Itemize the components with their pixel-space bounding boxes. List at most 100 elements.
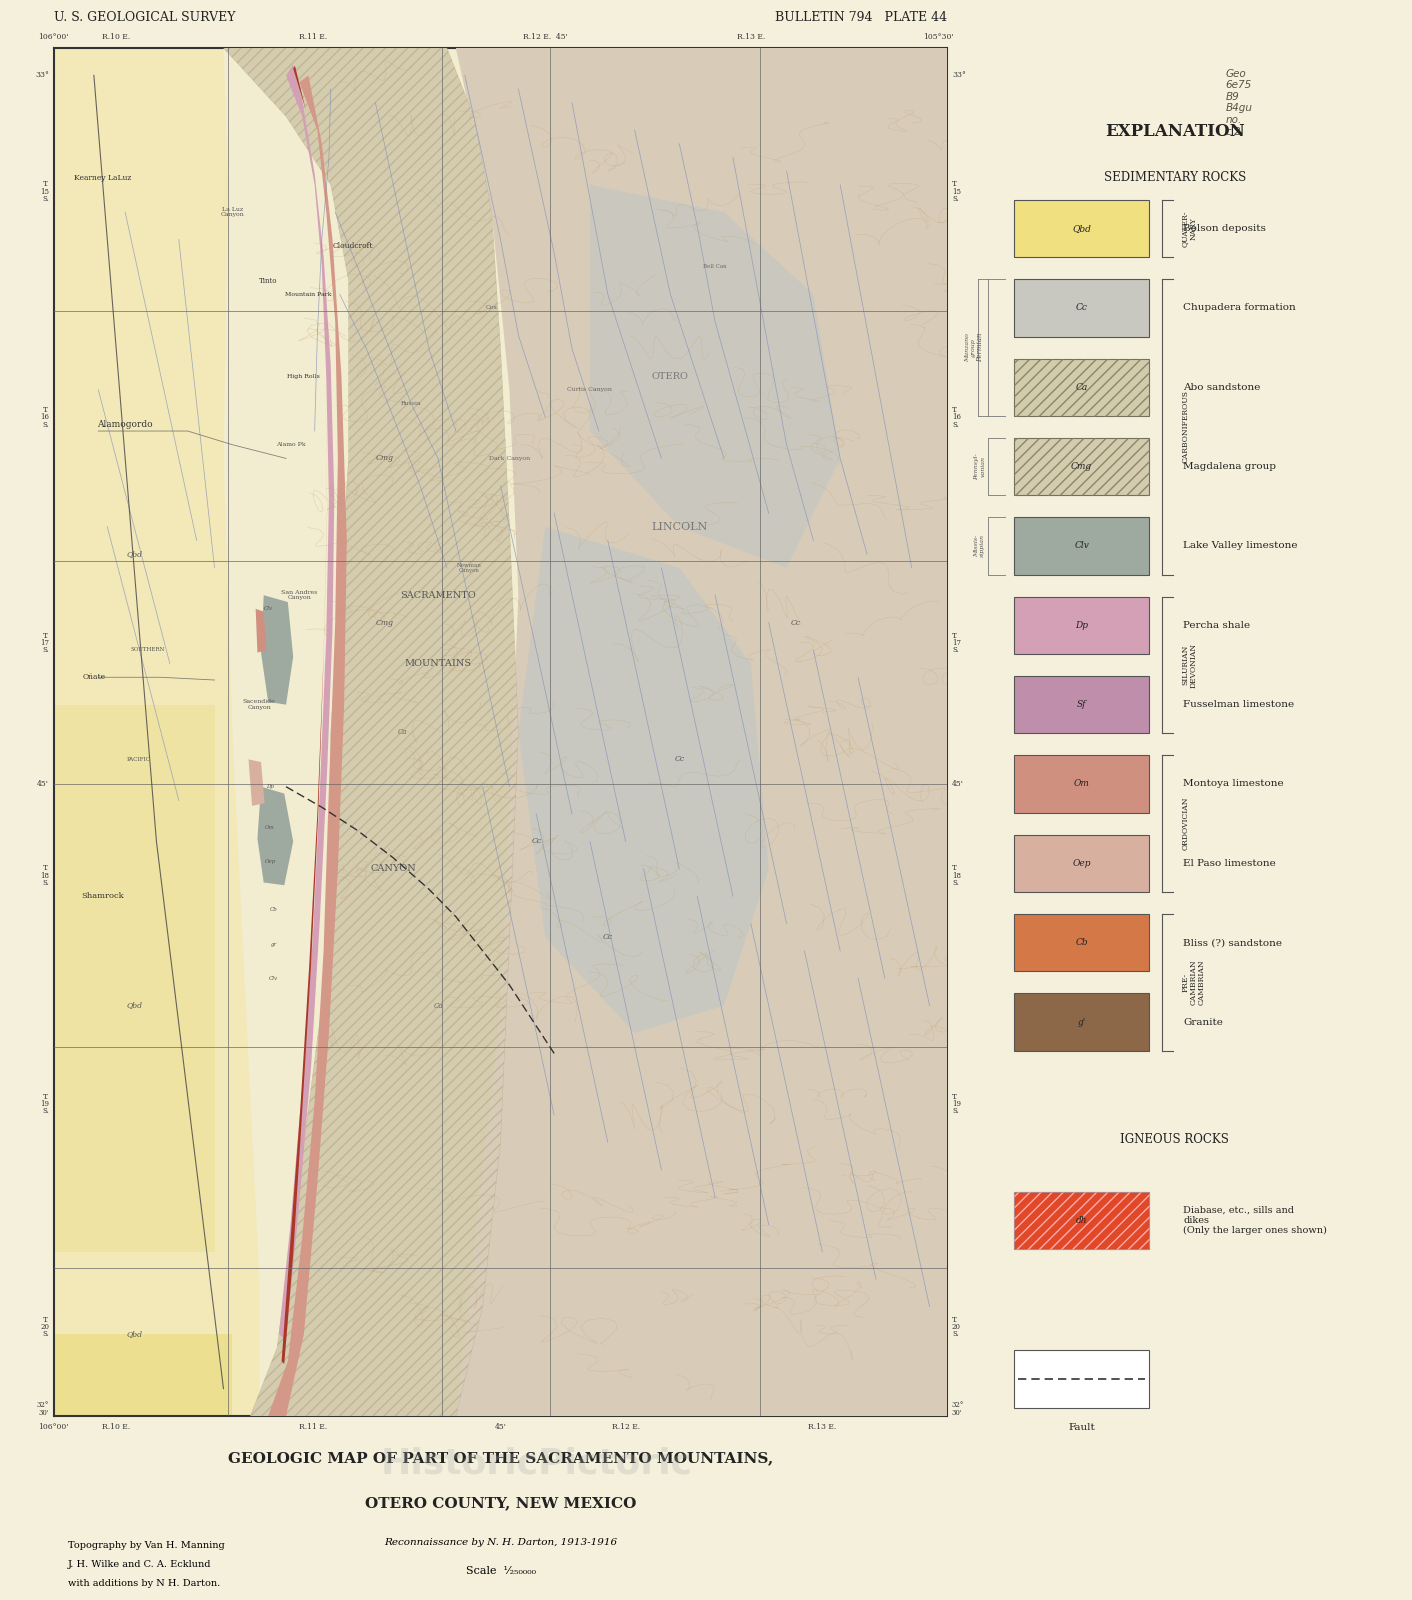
Text: Lake Valley limestone: Lake Valley limestone (1183, 541, 1298, 550)
Text: Pennsyl-
vanian: Pennsyl- vanian (974, 453, 986, 480)
Bar (1014, 200, 1149, 258)
Text: SACRAMENTO: SACRAMENTO (400, 590, 476, 600)
Text: Oep: Oep (1072, 859, 1091, 867)
Text: Cc: Cc (791, 619, 801, 627)
Text: OTERO COUNTY, NEW MEXICO: OTERO COUNTY, NEW MEXICO (364, 1496, 637, 1510)
Text: R.13 E.: R.13 E. (737, 34, 765, 42)
Bar (1014, 914, 1149, 971)
Text: with additions by N H. Darton.: with additions by N H. Darton. (68, 1579, 220, 1589)
Text: Alamo Pk: Alamo Pk (275, 442, 305, 448)
Text: Ca: Ca (433, 1002, 443, 1010)
Text: T.
16
S.: T. 16 S. (40, 406, 49, 429)
Text: T.
15
S.: T. 15 S. (40, 181, 49, 203)
Text: BULLETIN 794   PLATE 44: BULLETIN 794 PLATE 44 (775, 11, 947, 24)
Bar (1014, 597, 1149, 654)
Text: Qbd: Qbd (126, 1002, 143, 1010)
Text: 105°30': 105°30' (923, 34, 953, 42)
Text: Montoya limestone: Montoya limestone (1183, 779, 1284, 789)
Text: Ca: Ca (1076, 382, 1087, 392)
Polygon shape (257, 787, 294, 885)
Polygon shape (54, 704, 215, 1251)
Text: 45': 45' (952, 779, 964, 787)
Polygon shape (268, 75, 347, 1416)
Text: Cc: Cc (1076, 304, 1087, 312)
Text: Magdalena group: Magdalena group (1183, 462, 1276, 470)
Text: R.12 E.: R.12 E. (611, 1422, 640, 1430)
Text: T.
16
S.: T. 16 S. (952, 406, 962, 429)
Text: MOUNTAINS: MOUNTAINS (404, 659, 472, 669)
Text: SOUTHERN: SOUTHERN (130, 648, 165, 653)
Text: Clv: Clv (264, 606, 273, 611)
Text: Chupadera formation: Chupadera formation (1183, 304, 1296, 312)
Text: Tinto: Tinto (258, 277, 277, 285)
Text: Curtis Canyon: Curtis Canyon (568, 387, 613, 392)
Text: 45': 45' (37, 779, 49, 787)
Text: Cb: Cb (1076, 938, 1087, 947)
Polygon shape (518, 526, 768, 1034)
Polygon shape (249, 760, 264, 806)
Text: T.
17
S.: T. 17 S. (40, 632, 49, 654)
Text: Russia: Russia (401, 402, 422, 406)
Text: dh: dh (1076, 1216, 1087, 1226)
Text: El Paso limestone: El Paso limestone (1183, 859, 1276, 867)
Text: Geo
6e75
B9
B4gu
no.
c.2: Geo 6e75 B9 B4gu no. c.2 (1226, 69, 1252, 136)
Bar (1014, 1192, 1149, 1250)
Text: g': g' (1077, 1018, 1086, 1027)
Text: Clv: Clv (1075, 541, 1089, 550)
Text: 33°: 33° (952, 72, 966, 80)
Bar (1014, 675, 1149, 733)
Text: QUATER-
NARY: QUATER- NARY (1182, 210, 1197, 246)
Text: Scale  ¹⁄₂₅₀₀₀₀: Scale ¹⁄₂₅₀₀₀₀ (466, 1566, 535, 1576)
Bar (1014, 358, 1149, 416)
Bar (1014, 438, 1149, 496)
Text: T.
17
S.: T. 17 S. (952, 632, 962, 654)
Text: High Rolls: High Rolls (288, 374, 321, 379)
Polygon shape (223, 48, 518, 1416)
Text: R.10 E.: R.10 E. (102, 1422, 130, 1430)
Bar (1014, 994, 1149, 1051)
Text: gr: gr (271, 941, 277, 947)
Text: 45': 45' (494, 1422, 507, 1430)
Text: IGNEOUS ROCKS: IGNEOUS ROCKS (1120, 1133, 1230, 1146)
Text: Cc: Cc (531, 837, 541, 845)
Text: Alamogordo: Alamogordo (97, 419, 152, 429)
Text: 32°
30': 32° 30' (952, 1402, 964, 1418)
Text: Reconnaissance by N. H. Darton, 1913-1916: Reconnaissance by N. H. Darton, 1913-191… (384, 1538, 617, 1547)
Text: T.
19
S.: T. 19 S. (40, 1093, 49, 1115)
Text: Fusselman limestone: Fusselman limestone (1183, 701, 1295, 709)
Text: 106°00': 106°00' (38, 1422, 69, 1430)
Text: Cc: Cc (603, 933, 613, 941)
Bar (1014, 1350, 1149, 1408)
Text: Cc: Cc (675, 755, 685, 763)
Text: Bell Can: Bell Can (703, 264, 727, 269)
Text: Missis-
sippian: Missis- sippian (974, 534, 986, 557)
Text: J. H. Wilke and C. A. Ecklund: J. H. Wilke and C. A. Ecklund (68, 1560, 212, 1570)
Polygon shape (456, 48, 947, 1416)
Text: Qbd: Qbd (126, 1330, 143, 1338)
Text: Shamrock: Shamrock (82, 893, 124, 901)
Text: Percha shale: Percha shale (1183, 621, 1251, 630)
Bar (1014, 1192, 1149, 1250)
Bar (1014, 438, 1149, 496)
Text: Bolson deposits: Bolson deposits (1183, 224, 1267, 234)
Text: R.13 E.: R.13 E. (808, 1422, 836, 1430)
Text: Cloudcroft: Cloudcroft (333, 242, 373, 250)
Text: Sacendide
Canyon: Sacendide Canyon (243, 699, 275, 710)
Text: Qbd: Qbd (1072, 224, 1091, 234)
Polygon shape (54, 1334, 233, 1416)
Text: Sf: Sf (1077, 701, 1086, 709)
Text: Dp: Dp (265, 784, 274, 789)
Text: La Luz
Canyon: La Luz Canyon (220, 206, 244, 218)
Text: Newman
Canyon: Newman Canyon (457, 563, 481, 573)
Polygon shape (54, 48, 260, 1416)
Text: Topography by Van H. Manning: Topography by Van H. Manning (68, 1541, 225, 1550)
Text: LINCOLN: LINCOLN (651, 522, 707, 531)
Text: T.
19
S.: T. 19 S. (952, 1093, 962, 1115)
Text: Cox: Cox (486, 306, 497, 310)
Text: ORDOVICIAN: ORDOVICIAN (1182, 797, 1189, 851)
Text: R.11 E.: R.11 E. (299, 34, 328, 42)
Text: R.11 E.: R.11 E. (299, 1422, 328, 1430)
Text: Clv: Clv (268, 976, 278, 981)
Text: CANYON: CANYON (370, 864, 417, 874)
Text: OTERO: OTERO (652, 371, 689, 381)
